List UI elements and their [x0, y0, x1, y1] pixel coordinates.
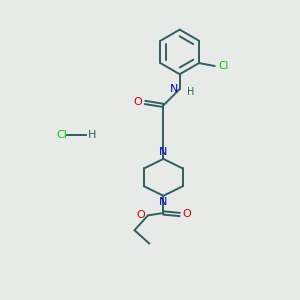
- Text: H: H: [187, 87, 194, 97]
- Text: O: O: [134, 97, 142, 107]
- Text: N: N: [159, 147, 168, 158]
- Text: N: N: [159, 197, 168, 207]
- Text: Cl: Cl: [56, 130, 67, 140]
- Text: O: O: [137, 210, 146, 220]
- Text: Cl: Cl: [218, 61, 229, 71]
- Text: N: N: [170, 84, 178, 94]
- Text: H: H: [88, 130, 96, 140]
- Text: O: O: [182, 209, 191, 220]
